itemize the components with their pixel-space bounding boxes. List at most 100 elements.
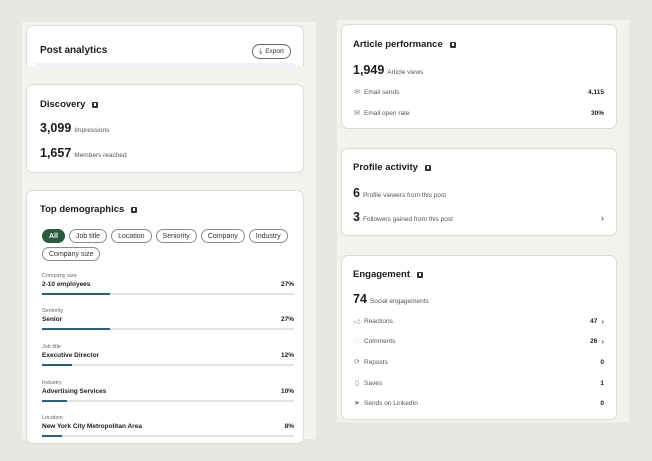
chevron-right-icon[interactable]: › <box>601 317 604 326</box>
demographic-item: Industry Advertising Services 10% <box>42 380 294 402</box>
email-open-rate-row: ✉ Email open rate 30% <box>353 109 604 118</box>
impressions-value: 3,099 <box>40 121 72 135</box>
saves-value: 1 <box>600 379 604 387</box>
engagement-title: Engagement <box>353 269 424 280</box>
info-icon[interactable] <box>424 164 431 171</box>
repost-icon: ⟳ <box>354 359 360 366</box>
social-engagements-value: 74 <box>353 292 367 306</box>
reactions-value: 47 <box>590 318 598 325</box>
demographic-label: Executive Director <box>42 352 100 359</box>
demographic-percent: 8% <box>284 423 294 430</box>
export-label: Export <box>265 48 284 55</box>
download-icon: ⤓ <box>259 47 263 55</box>
chip-location[interactable]: Location <box>111 229 152 243</box>
demographic-label: 2-10 employees <box>42 281 91 288</box>
demographic-category: Company size <box>42 273 77 279</box>
chip-seniority[interactable]: Seniority <box>155 229 197 243</box>
comments-row[interactable]: ◌ Comments 26 › <box>353 337 604 346</box>
demographic-item: Job title Executive Director 12% <box>42 344 294 366</box>
post-preview-strip <box>35 63 295 66</box>
info-icon[interactable] <box>92 101 99 108</box>
profile-activity-title-text: Profile activity <box>353 162 418 173</box>
demographic-percent: 27% <box>280 281 294 288</box>
demographic-bar-track <box>42 293 294 295</box>
saves-label: Saves <box>364 379 383 387</box>
article-views-value: 1,949 <box>353 63 385 77</box>
followers-gained-row[interactable]: 3 Followers gained from this post › <box>353 210 604 224</box>
demographic-bar-track <box>42 364 294 366</box>
export-button[interactable]: ⤓ Export <box>252 44 291 59</box>
members-reached-metric: 1,657 Members reached <box>40 146 127 160</box>
demographic-bar-fill <box>42 435 63 437</box>
engagement-title-text: Engagement <box>353 269 411 280</box>
demographic-label: Senior <box>42 316 63 323</box>
demographic-bar-fill <box>42 328 111 330</box>
info-icon[interactable] <box>449 41 456 48</box>
info-icon[interactable] <box>131 206 138 213</box>
comments-value: 26 <box>590 338 598 345</box>
thumbs-up-icon: 👍︎ <box>353 319 361 326</box>
article-performance-title-text: Article performance <box>353 39 443 50</box>
profile-viewers-label: Profile viewers from this post <box>362 192 447 199</box>
email-sends-label: Email sends <box>364 88 400 96</box>
info-icon[interactable] <box>417 271 424 278</box>
reposts-label: Reposts <box>364 358 388 366</box>
chip-company-size[interactable]: Company size <box>42 247 101 261</box>
chevron-right-icon[interactable]: › <box>601 213 604 223</box>
post-analytics-card: Post analytics ⤓ Export <box>26 25 304 66</box>
demographic-category: Location <box>42 415 63 421</box>
reposts-row: ⟳ Reposts 0 <box>353 358 604 367</box>
reactions-label: Reactions <box>364 318 393 325</box>
article-views-metric: 1,949 Article views <box>353 63 423 77</box>
top-demographics-title-text: Top demographics <box>40 204 125 215</box>
members-reached-value: 1,657 <box>40 146 72 160</box>
reactions-row[interactable]: 👍︎ Reactions 47 › <box>353 317 604 326</box>
demographic-category: Seniority <box>42 308 64 314</box>
discovery-title-text: Discovery <box>40 99 86 110</box>
followers-gained-value: 3 <box>353 210 360 224</box>
impressions-metric: 3,099 Impressions <box>40 121 109 135</box>
article-views-label: Article views <box>387 69 424 76</box>
demographic-label: New York City Metropolitan Area <box>42 423 142 430</box>
chip-company[interactable]: Company <box>200 229 245 243</box>
saves-row: ▯ Saves 1 <box>353 379 604 388</box>
demographic-category: Industry <box>42 380 62 386</box>
demographic-item: Location New York City Metropolitan Area… <box>42 415 294 437</box>
demographic-item: Seniority Senior 27% <box>42 308 294 330</box>
chevron-right-icon[interactable]: › <box>601 337 604 346</box>
email-open-rate-value: 30% <box>590 109 604 117</box>
impressions-label: Impressions <box>74 127 110 134</box>
reposts-value: 0 <box>600 358 604 366</box>
demographic-filter-chips: All Job title Location Seniority Company… <box>42 229 302 261</box>
demographic-bar-fill <box>42 293 111 295</box>
demographic-bar-track <box>42 328 294 330</box>
demographic-percent: 27% <box>280 316 294 323</box>
demographic-label: Advertising Services <box>42 388 107 395</box>
engagement-card: Engagement 74 Social engagements 👍︎ Reac… <box>341 255 617 420</box>
article-performance-title: Article performance <box>353 39 456 50</box>
comments-label: Comments <box>364 338 396 345</box>
email-open-rate-label: Email open rate <box>364 109 410 117</box>
profile-activity-title: Profile activity <box>353 162 431 173</box>
chip-industry[interactable]: Industry <box>248 229 288 243</box>
demographic-bar-track <box>42 400 294 402</box>
demographic-percent: 12% <box>280 352 294 359</box>
demographic-bar-fill <box>42 400 68 402</box>
chip-job-title[interactable]: Job title <box>68 229 108 243</box>
article-performance-card: Article performance 1,949 Article views … <box>341 24 617 129</box>
sends-value: 0 <box>600 399 604 407</box>
followers-gained-label: Followers gained from this post <box>362 216 453 223</box>
chip-all[interactable]: All <box>42 229 65 243</box>
discovery-card: Discovery 3,099 Impressions 1,657 Member… <box>26 84 304 173</box>
comment-icon: ◌ <box>354 338 360 345</box>
email-icon: ✉ <box>354 89 360 96</box>
demographic-category: Job title <box>42 344 61 350</box>
top-demographics-card: Top demographics All Job title Location … <box>26 190 304 444</box>
social-engagements-label: Social engagements <box>369 298 429 305</box>
bookmark-icon: ▯ <box>355 380 359 387</box>
members-reached-label: Members reached <box>74 152 127 159</box>
profile-viewers-metric: 6 Profile viewers from this post <box>353 186 446 200</box>
demographic-item: Company size 2-10 employees 27% <box>42 273 294 295</box>
demographic-percent: 10% <box>280 388 294 395</box>
send-icon: ➤ <box>354 400 360 407</box>
